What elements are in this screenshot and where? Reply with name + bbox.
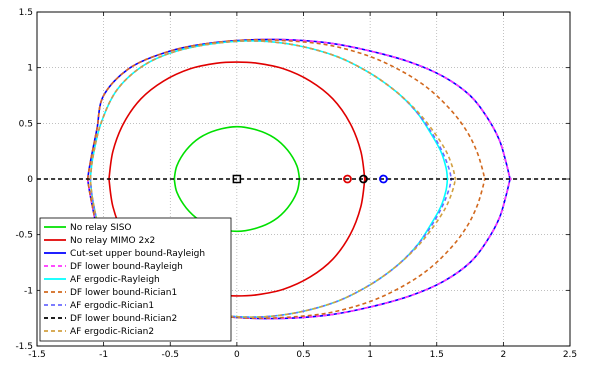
marker-circle-1	[343, 174, 352, 184]
series-line-5	[86, 38, 486, 320]
legend-label: AF ergodic-Rayleigh	[70, 275, 160, 285]
x-tick-label: 0.5	[296, 350, 310, 360]
y-tick-label: 1	[27, 64, 33, 74]
legend-label: AF ergodic-Rician1	[70, 301, 154, 311]
legend-label: DF lower bound-Rician1	[70, 288, 177, 298]
y-tick-label: -1.5	[15, 342, 33, 352]
x-tick-label: 1	[367, 350, 373, 360]
axis-ticks: -1.5 -1 -0.5 0 0.5 1 1.5 2 2.5 -1.5 -1 -0.5 0 0.5 1 1.5	[15, 8, 577, 360]
marker-square	[232, 174, 242, 184]
legend-label: Cut-set upper bound-Rayleigh	[70, 249, 205, 259]
x-tick-label: -1	[99, 350, 108, 360]
marker-circle-3	[379, 174, 388, 184]
x-tick-label: 2.5	[563, 350, 577, 360]
legend-label: No relay SISO	[70, 223, 132, 233]
x-tick-label: -0.5	[161, 350, 179, 360]
y-tick-label: -0.5	[15, 231, 33, 241]
y-tick-label: 1.5	[19, 8, 33, 18]
x-tick-label: 2	[501, 350, 507, 360]
legend-label: DF lower bound-Rician2	[70, 314, 177, 324]
y-tick-label: 0	[27, 175, 33, 185]
legend-label: AF ergodic-Rician2	[70, 327, 154, 337]
x-tick-label: 1.5	[430, 350, 444, 360]
x-tick-label: 0	[234, 350, 240, 360]
marker-layer	[232, 174, 388, 184]
legend-label: DF lower bound-Rayleigh	[70, 262, 183, 272]
legend-label: No relay MIMO 2x2	[70, 236, 155, 246]
x-tick-label: -1.5	[28, 350, 46, 360]
marker-circle-2	[359, 174, 368, 184]
y-tick-label: 0.5	[19, 119, 33, 129]
legend: No relay SISO No relay MIMO 2x2 Cut-set up…	[39, 217, 232, 342]
legend-box	[39, 217, 232, 342]
y-tick-label: -1	[24, 286, 33, 296]
